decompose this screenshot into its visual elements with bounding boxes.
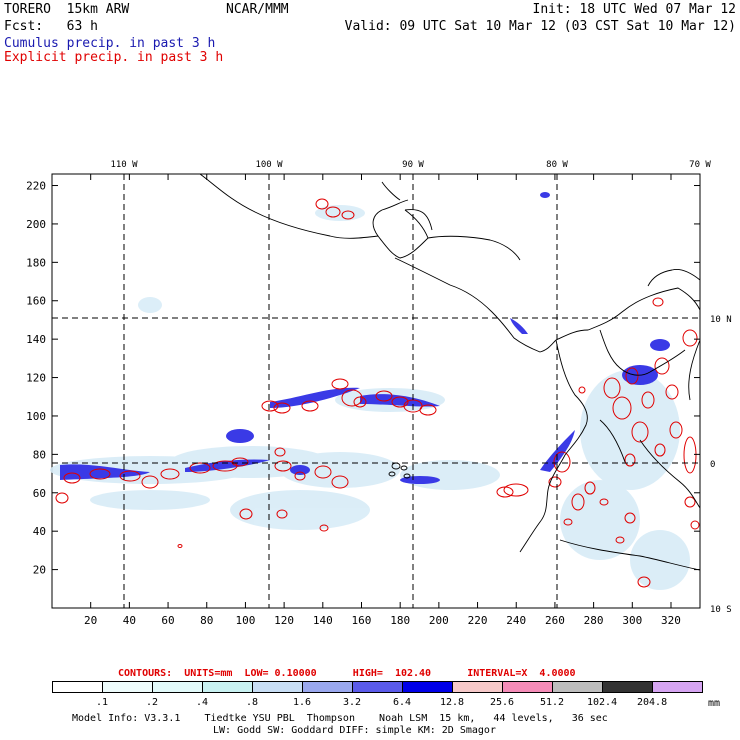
colorbar-label: .1 [96, 697, 109, 708]
lat-label-10s: 10 S [710, 605, 732, 615]
colorbar-swatch [402, 681, 453, 693]
x-tick-label: 80 [200, 614, 213, 627]
valid-time: Valid: 09 UTC Sat 10 Mar 12 (03 CST Sat … [344, 19, 736, 34]
y-tick-label: 20 [33, 564, 46, 577]
colorbar-swatch [52, 681, 103, 693]
colorbar-label: 6.4 [393, 697, 412, 708]
colorbar-label: 102.4 [587, 697, 618, 708]
axis-ticks: 20 40 60 80 100 120 140 160 180 200 220 240 260 280 30… [26, 174, 700, 627]
colorbar-label: 25.6 [490, 697, 515, 708]
x-tick-label: 20 [84, 614, 97, 627]
y-tick-label: 40 [33, 525, 46, 538]
colorbar-label: .8 [246, 697, 259, 708]
x-tick-label: 320 [661, 614, 681, 627]
colorbar-swatch [152, 681, 203, 693]
lon-label-110w: 110 W [110, 160, 138, 170]
y-tick-label: 160 [26, 295, 46, 308]
colorbar-label: 3.2 [343, 697, 362, 708]
lon-label-90w: 90 W [402, 160, 424, 170]
x-tick-label: 120 [274, 614, 294, 627]
y-tick-label: 140 [26, 333, 46, 346]
colorbar-swatch [502, 681, 553, 693]
map-frame [51, 173, 701, 609]
colorbar-label: .4 [196, 697, 209, 708]
x-tick-label: 220 [468, 614, 488, 627]
latlon-grid [52, 174, 700, 608]
colorbar-swatch [352, 681, 403, 693]
model-info: Model Info: V3.3.1 Tiedtke YSU PBL Thomp… [72, 713, 608, 724]
lon-label-80w: 80 W [546, 160, 568, 170]
x-tick-label: 60 [161, 614, 174, 627]
colorbar-swatch [202, 681, 253, 693]
x-tick-label: 180 [390, 614, 410, 627]
y-tick-label: 120 [26, 372, 46, 385]
colorbar-label: 1.6 [293, 697, 312, 708]
colorbar-swatch [602, 681, 653, 693]
colorbar-swatch [102, 681, 153, 693]
colorbar-swatch [652, 681, 703, 693]
colorbar-swatch [552, 681, 603, 693]
x-tick-label: 260 [545, 614, 565, 627]
x-tick-label: 140 [313, 614, 333, 627]
contour-info: CONTOURS: UNITS=mm LOW= 0.10000 HIGH= 10… [118, 668, 576, 679]
x-tick-label: 40 [123, 614, 136, 627]
field-explicit-label: Explicit precip. in past 3 h [4, 50, 224, 65]
x-tick-label: 280 [584, 614, 604, 627]
colorbar-label: 204.8 [637, 697, 668, 708]
x-tick-label: 300 [622, 614, 642, 627]
colorbar-swatch [302, 681, 353, 693]
x-tick-label: 200 [429, 614, 449, 627]
colorbar-unit: mm [708, 698, 721, 709]
explicit-precip-contours [55, 198, 700, 588]
x-tick-label: 240 [506, 614, 526, 627]
colorbar-label: .2 [146, 697, 159, 708]
model-title: TORERO 15km ARW [4, 2, 130, 17]
lon-label-70w: 70 W [689, 160, 711, 170]
x-tick-label: 100 [235, 614, 255, 627]
x-tick-label: 160 [352, 614, 372, 627]
cumulus-precip-heavy [60, 192, 670, 484]
coastlines [199, 173, 701, 571]
forecast-hour: Fcst: 63 h [4, 19, 98, 34]
y-tick-label: 100 [26, 410, 46, 423]
colorbar-swatch [452, 681, 503, 693]
y-tick-label: 200 [26, 218, 46, 231]
lat-label-0: 0 [710, 460, 715, 470]
lon-label-100w: 100 W [255, 160, 283, 170]
colorbar-label: 51.2 [540, 697, 565, 708]
colorbar-label: 12.8 [440, 697, 465, 708]
y-tick-label: 60 [33, 487, 46, 500]
init-time: Init: 18 UTC Wed 07 Mar 12 [532, 2, 737, 17]
y-tick-label: 180 [26, 256, 46, 269]
field-cumulus-label: Cumulus precip. in past 3 h [4, 36, 216, 51]
center-label: NCAR/MMM [226, 2, 289, 17]
colorbar-swatch [252, 681, 303, 693]
model-physics: LW: Godd SW: Goddard DIFF: simple KM: 2D… [213, 725, 496, 736]
lat-label-10n: 10 N [710, 315, 732, 325]
y-tick-label: 220 [26, 180, 46, 193]
y-tick-label: 80 [33, 448, 46, 461]
